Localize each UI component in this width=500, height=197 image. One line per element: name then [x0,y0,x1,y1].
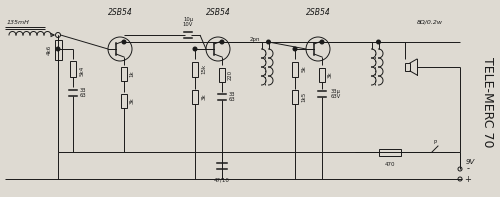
Text: 1k: 1k [130,71,134,77]
Bar [192,90,198,104]
Circle shape [56,47,60,51]
Text: P: P [434,139,436,145]
Text: 10µ
10V: 10µ 10V [183,17,193,27]
Text: 8Ω/0.2w: 8Ω/0.2w [417,20,443,24]
Bar [379,149,401,155]
Text: 9V: 9V [466,159,474,165]
Text: 5k4: 5k4 [80,66,84,76]
Bar [121,94,127,108]
Text: 3k: 3k [328,72,332,78]
Text: -: - [466,164,469,174]
Circle shape [193,47,197,51]
Circle shape [293,47,297,51]
Bar [54,40,62,60]
Text: +: + [464,175,471,183]
Bar [70,61,76,77]
Bar [192,61,198,76]
Text: 5k: 5k [302,66,306,72]
Text: TELE-MERC 70: TELE-MERC 70 [480,57,494,147]
Circle shape [320,40,324,44]
Text: 3k: 3k [130,98,134,104]
Circle shape [122,40,126,44]
Text: 2SB54: 2SB54 [206,7,231,17]
Bar [219,68,225,82]
Bar [319,68,325,82]
Bar [405,63,410,71]
Text: 15k: 15k [202,64,206,74]
Bar [292,90,298,104]
Text: 3k: 3k [202,94,206,100]
Circle shape [220,40,224,44]
Text: 2pn: 2pn [250,36,260,42]
Text: 33
63: 33 63 [80,88,86,98]
Text: 470: 470 [385,162,395,166]
Text: 2SB54: 2SB54 [306,7,330,17]
Bar [121,67,127,81]
Text: 33µ
63V: 33µ 63V [331,89,341,99]
Text: 135mH: 135mH [6,20,30,24]
Text: 4k6: 4k6 [46,45,52,55]
Text: 47/10: 47/10 [214,177,230,182]
Text: 2SB54: 2SB54 [108,7,132,17]
Text: 33
63: 33 63 [228,92,235,102]
Bar [292,61,298,76]
Text: 1k5: 1k5 [302,92,306,102]
Circle shape [266,40,270,44]
Circle shape [376,40,380,44]
Text: 220: 220 [228,70,232,80]
